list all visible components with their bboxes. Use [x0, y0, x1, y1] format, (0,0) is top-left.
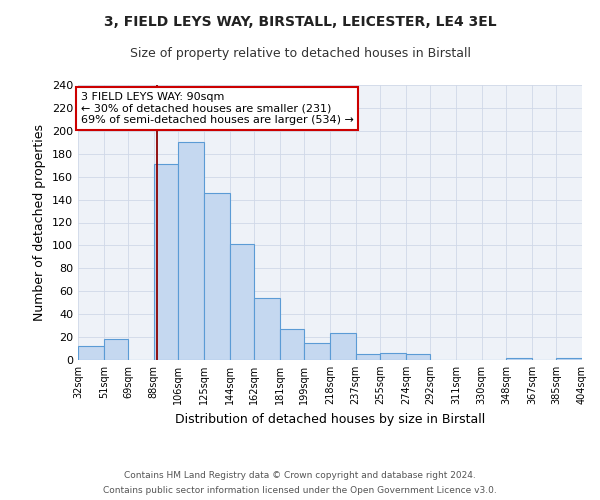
Bar [506, 358, 532, 360]
Text: Size of property relative to detached houses in Birstall: Size of property relative to detached ho… [130, 48, 470, 60]
Bar [380, 353, 406, 360]
Bar [356, 354, 380, 360]
Bar [330, 332, 356, 360]
X-axis label: Distribution of detached houses by size in Birstall: Distribution of detached houses by size … [175, 412, 485, 426]
Bar [78, 346, 104, 360]
Text: Contains HM Land Registry data © Crown copyright and database right 2024.: Contains HM Land Registry data © Crown c… [124, 471, 476, 480]
Y-axis label: Number of detached properties: Number of detached properties [34, 124, 46, 321]
Text: 3 FIELD LEYS WAY: 90sqm
← 30% of detached houses are smaller (231)
69% of semi-d: 3 FIELD LEYS WAY: 90sqm ← 30% of detache… [81, 92, 353, 125]
Bar [178, 142, 204, 360]
Text: 3, FIELD LEYS WAY, BIRSTALL, LEICESTER, LE4 3EL: 3, FIELD LEYS WAY, BIRSTALL, LEICESTER, … [104, 15, 496, 29]
Bar [204, 192, 230, 360]
Bar [104, 340, 128, 360]
Bar [254, 298, 280, 360]
Bar [406, 354, 430, 360]
Bar [154, 164, 178, 360]
Bar [304, 343, 330, 360]
Bar [556, 358, 582, 360]
Bar [280, 329, 304, 360]
Text: Contains public sector information licensed under the Open Government Licence v3: Contains public sector information licen… [103, 486, 497, 495]
Bar [230, 244, 254, 360]
